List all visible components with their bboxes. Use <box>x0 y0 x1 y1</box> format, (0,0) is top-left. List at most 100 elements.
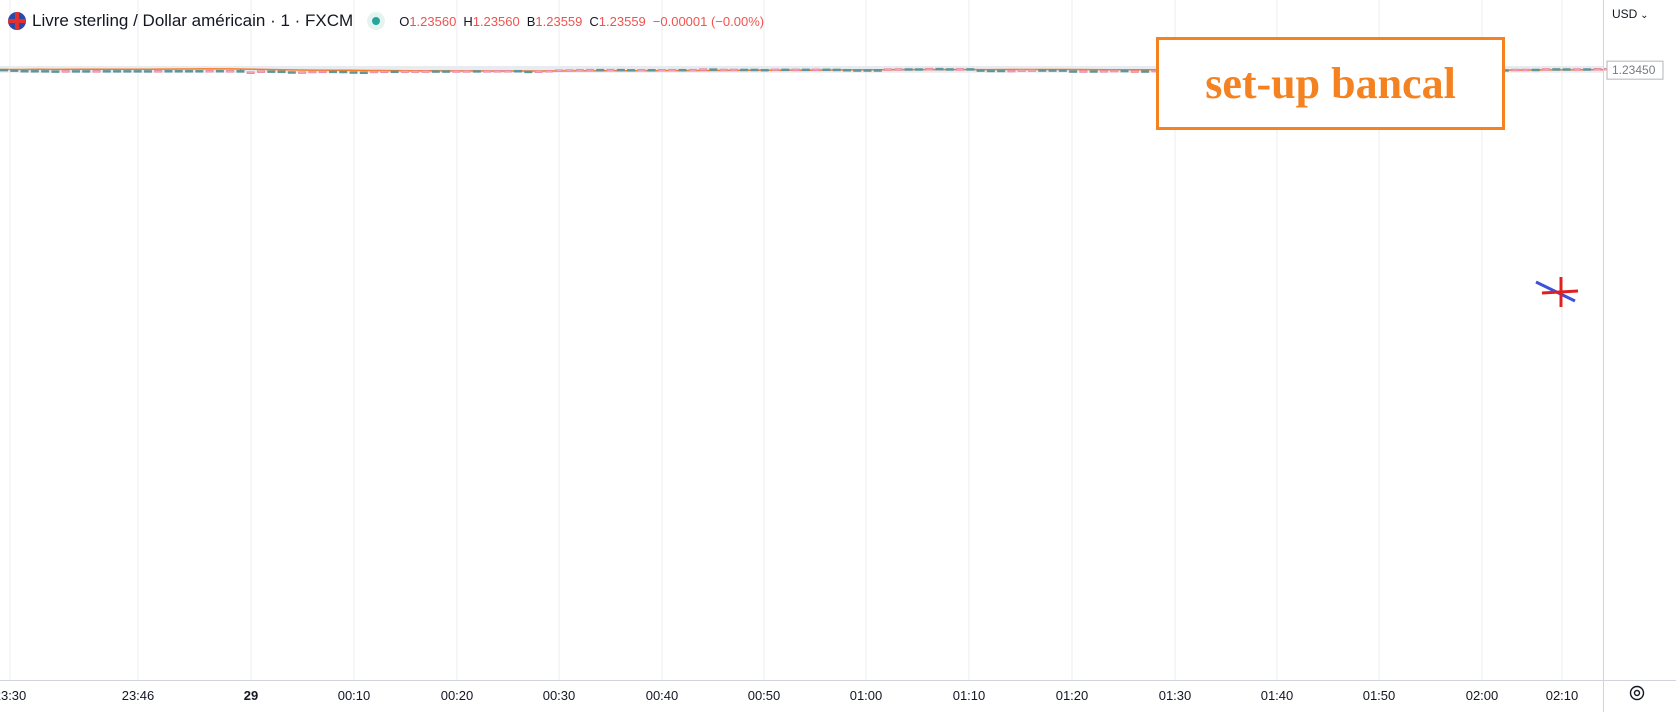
candle-body-down <box>1120 69 1129 73</box>
candle-body-up <box>925 67 934 71</box>
candle-body-down <box>277 70 286 74</box>
candle-body-up <box>462 70 471 73</box>
settings-icon[interactable] <box>1628 684 1646 702</box>
candle-body-down <box>863 69 872 72</box>
candle <box>123 70 132 73</box>
candle-body-up <box>1079 70 1088 73</box>
currency-selector[interactable]: USD <box>1612 7 1649 21</box>
candle <box>945 68 954 71</box>
candle-body-down <box>174 70 183 73</box>
candle-body-down <box>41 70 50 73</box>
candle <box>442 70 451 73</box>
candle <box>1079 70 1088 73</box>
candle <box>277 70 286 74</box>
candle-body-up <box>400 70 409 73</box>
annotation-box[interactable]: set-up bancal <box>1156 37 1505 130</box>
candle <box>729 68 738 72</box>
candle <box>668 68 677 72</box>
candle-body-down <box>328 70 337 74</box>
market-status-dot-icon[interactable] <box>367 12 386 30</box>
candle <box>133 70 142 73</box>
candle-body-up <box>719 68 728 72</box>
candle <box>205 69 214 73</box>
candle-body-up <box>318 70 327 74</box>
candle <box>359 71 368 75</box>
candle-body-down <box>832 68 841 72</box>
ohlc-high: H1.23560 <box>463 14 519 29</box>
candle <box>1058 69 1067 72</box>
candle <box>349 71 358 74</box>
candle <box>688 68 697 72</box>
candle-body-up <box>370 70 379 74</box>
candle <box>1069 70 1078 73</box>
candle-body-down <box>904 68 913 71</box>
candle-body-down <box>164 70 173 73</box>
candle-body-up <box>688 68 697 72</box>
candle-body-down <box>1048 69 1057 72</box>
candle-body-down <box>1141 70 1150 73</box>
candle-body-up <box>699 68 708 71</box>
candle-body-up <box>1110 69 1119 73</box>
candle-body-up <box>637 69 646 72</box>
candle <box>1120 69 1129 73</box>
candle <box>1572 68 1581 71</box>
candle <box>339 70 348 74</box>
candle-body-down <box>0 68 8 72</box>
x-tick-label: 00:10 <box>338 688 371 703</box>
x-tick-label: 00:50 <box>748 688 781 703</box>
x-tick-label: 01:50 <box>1363 688 1396 703</box>
candle-body-up <box>585 68 594 72</box>
candle <box>308 70 317 74</box>
candle <box>904 68 913 71</box>
candle <box>791 68 800 72</box>
x-tick-label: 01:20 <box>1056 688 1089 703</box>
price-change: −0.00001 (−0.00%) <box>652 13 765 29</box>
candle <box>0 68 8 72</box>
ohlc-low: B1.23559 <box>527 14 583 29</box>
candle <box>678 68 687 72</box>
candle <box>1110 69 1119 73</box>
candle <box>1048 69 1057 72</box>
candle-body-up <box>894 68 903 71</box>
candle <box>914 68 923 71</box>
candle-body-up <box>452 70 461 73</box>
x-tick-label: 00:20 <box>441 688 474 703</box>
candle-body-down <box>113 70 122 73</box>
candle-body-up <box>956 68 965 71</box>
symbol-title[interactable]: Livre sterling / Dollar américain · 1 · … <box>32 11 354 30</box>
candle-body-up <box>246 71 255 74</box>
candle-body-down <box>236 70 245 73</box>
candle <box>1583 68 1592 71</box>
candle-body-down <box>524 70 533 74</box>
candle-body-up <box>1542 68 1550 71</box>
candle <box>719 68 728 72</box>
candle-body-down <box>1531 68 1540 72</box>
close-value: 1.23559 <box>598 13 646 29</box>
candle <box>61 70 70 73</box>
candle <box>82 70 91 73</box>
candle-body-up <box>1593 68 1602 71</box>
candle-body-down <box>20 69 29 73</box>
candle-body-up <box>226 70 235 73</box>
candle-body-up <box>308 70 317 74</box>
candle-body-down <box>133 70 142 73</box>
candle-body-down <box>1038 69 1047 72</box>
candle-body-down <box>616 68 625 72</box>
candle <box>226 70 235 73</box>
candle <box>1593 68 1602 71</box>
candle <box>503 69 512 73</box>
candle-body-down <box>1562 68 1571 71</box>
candle-body-down <box>431 70 440 73</box>
candle-body-up <box>1521 68 1530 72</box>
x-tick-label: 29 <box>244 688 258 703</box>
candle <box>20 69 29 73</box>
candle <box>113 70 122 73</box>
candle <box>997 69 1006 73</box>
candle-body-down <box>627 69 636 72</box>
candle-body-down <box>997 69 1006 73</box>
candle-body-down <box>30 70 39 73</box>
x-tick-label: 02:10 <box>1546 688 1579 703</box>
candle <box>1089 70 1098 73</box>
candle <box>493 70 502 73</box>
open-label: O <box>399 13 410 29</box>
